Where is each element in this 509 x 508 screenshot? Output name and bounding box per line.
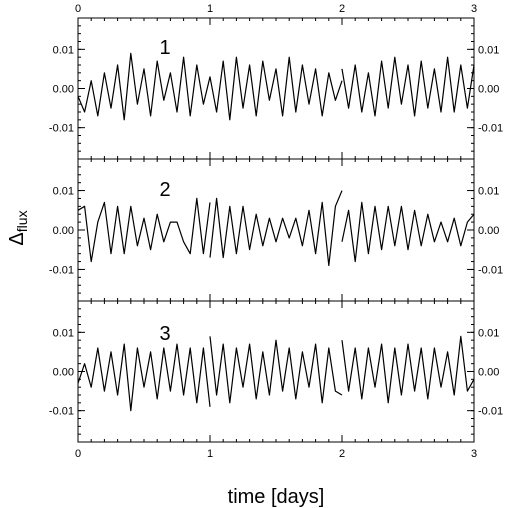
y-tick-label-right: -0.01 (478, 264, 503, 276)
y-tick-label-left: 0.00 (53, 367, 74, 379)
y-tick-label-right: 0.01 (478, 186, 499, 198)
y-tick-label-left: 0.00 (53, 84, 74, 96)
outer-x-axes: 0 0 1 1 2 2 3 3 (75, 3, 477, 460)
series-line-panel-1-segment-2 (341, 56, 475, 117)
panel-1: 0.01 0.01 0.00 0.00 -0.01 -0.01 1 (49, 17, 503, 160)
y-tick-label-right: 0.01 (478, 327, 499, 339)
panel-label: 1 (159, 37, 170, 59)
x-tick-label-bottom: 2 (339, 448, 345, 460)
y-tick-label-left: -0.01 (49, 123, 74, 135)
y-tick-label-left: 0.01 (53, 186, 74, 198)
series-line-panel-2-segment-1 (77, 197, 211, 263)
series-line-panel-3-segment-2 (209, 336, 343, 404)
y-tick-label-left: 0.00 (53, 225, 74, 237)
y-tick-label-left: 0.01 (53, 327, 74, 339)
series-line-panel-1-segment-1 (77, 52, 343, 121)
panel-3: 0.01 0.01 0.00 0.00 -0.01 -0.01 3 (49, 300, 503, 443)
x-tick-label-top: 1 (207, 3, 213, 15)
series-line-panel-3-segment-3 (341, 335, 475, 404)
x-tick-label-top: 3 (471, 3, 477, 15)
y-tick-label-left: -0.01 (49, 264, 74, 276)
panel-frame (77, 300, 475, 443)
panel-frame (77, 158, 475, 302)
panel-2: 0.01 0.01 0.00 0.00 -0.01 -0.01 2 (49, 158, 503, 302)
y-tick-label-right: 0.00 (478, 367, 499, 379)
panel-label: 3 (159, 323, 170, 345)
y-tick-label-right: 0.01 (478, 44, 499, 56)
y-axis-title: Δflux (6, 210, 30, 245)
x-tick-label-top: 2 (339, 3, 345, 15)
series-line-panel-3-segment-1 (77, 343, 211, 412)
x-tick-label-bottom: 3 (471, 448, 477, 460)
x-tick-label-top: 0 (75, 3, 81, 15)
x-axis-title: time [days] (228, 486, 325, 508)
panel-frame (77, 17, 475, 160)
panel-label: 2 (159, 179, 170, 201)
y-tick-label-right: 0.00 (478, 225, 499, 237)
y-axis-title-symbol: Δ (6, 232, 28, 245)
y-tick-label-left: -0.01 (49, 406, 74, 418)
y-tick-label-left: 0.01 (53, 44, 74, 56)
y-tick-label-right: -0.01 (478, 123, 503, 135)
x-tick-label-bottom: 0 (75, 448, 81, 460)
y-tick-label-right: -0.01 (478, 406, 503, 418)
y-tick-label-right: 0.00 (478, 84, 499, 96)
series-line-panel-2-segment-3 (341, 201, 475, 263)
series-line-panel-2-segment-2 (209, 190, 343, 267)
x-tick-label-bottom: 1 (207, 448, 213, 460)
y-axis-title-subscript: flux (14, 210, 30, 232)
